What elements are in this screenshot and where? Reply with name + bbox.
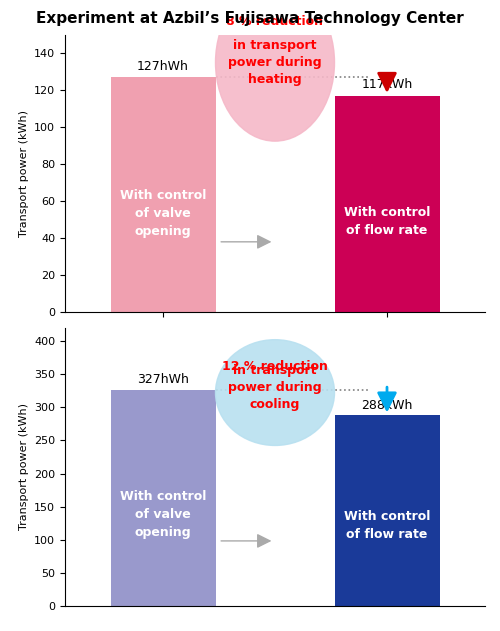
Text: 8 % reduction: 8 % reduction (226, 15, 324, 28)
Text: 327hWh: 327hWh (137, 374, 189, 386)
Text: 12 % reduction: 12 % reduction (222, 360, 328, 373)
Text: in transport
power during
heating: in transport power during heating (228, 39, 322, 86)
Text: in transport
power during
cooling: in transport power during cooling (228, 365, 322, 411)
Text: 288kWh: 288kWh (362, 399, 412, 412)
Bar (334, 96, 440, 312)
Text: February 12, 2008 (Tuesday): February 12, 2008 (Tuesday) (312, 348, 462, 358)
Bar (334, 415, 440, 606)
Text: (Energy = 16.6 GJ/day): (Energy = 16.6 GJ/day) (327, 366, 447, 376)
Text: Experiment at Azbil’s Fujisawa Technology Center: Experiment at Azbil’s Fujisawa Technolog… (36, 11, 464, 27)
Text: 127hWh: 127hWh (137, 60, 189, 73)
Bar (110, 389, 216, 606)
Text: With control
of flow rate: With control of flow rate (344, 206, 430, 237)
Text: With control
of valve
opening: With control of valve opening (120, 189, 206, 238)
Bar (110, 77, 216, 312)
Text: February 18, 2008 (Monday): February 18, 2008 (Monday) (89, 348, 237, 358)
Text: With control
of flow rate: With control of flow rate (344, 510, 430, 541)
Y-axis label: Transport power (kWh): Transport power (kWh) (18, 403, 28, 531)
Text: (Energy = 16.8 GJ/day): (Energy = 16.8 GJ/day) (103, 366, 223, 376)
Y-axis label: Transport power (kWh): Transport power (kWh) (18, 110, 28, 237)
Ellipse shape (216, 339, 334, 445)
Text: With control
of valve
opening: With control of valve opening (120, 490, 206, 540)
Ellipse shape (216, 0, 334, 141)
Text: 117kWh: 117kWh (362, 78, 412, 91)
